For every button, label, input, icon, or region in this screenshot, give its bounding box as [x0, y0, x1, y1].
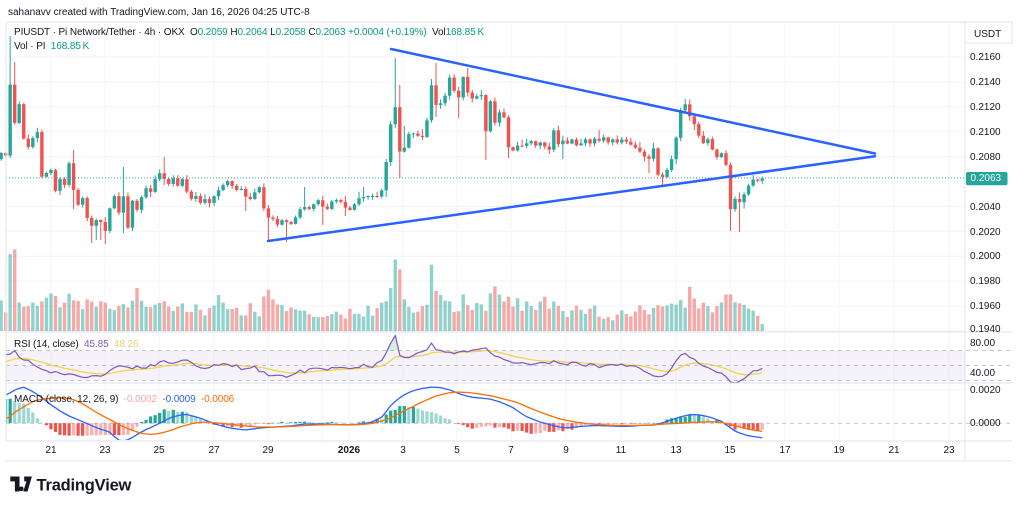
svg-text:TradingView: TradingView: [37, 477, 132, 495]
